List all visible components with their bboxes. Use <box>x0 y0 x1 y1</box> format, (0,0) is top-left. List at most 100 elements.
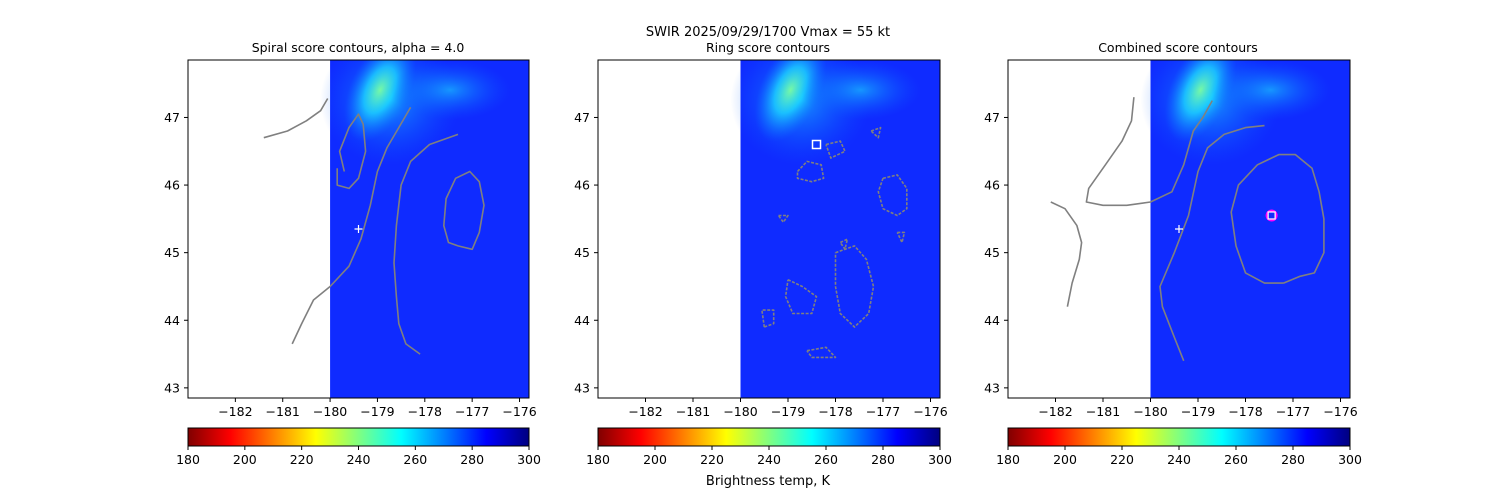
ring-colorbar-tick-label: 180 <box>586 452 610 467</box>
combined-colorbar-tick-label: 280 <box>1281 452 1305 467</box>
spiral-xtick-label: −179 <box>360 404 394 419</box>
colorbar-label: Brightness temp, K <box>706 474 831 489</box>
combined-ytick-label: 45 <box>984 245 1000 260</box>
spiral-colorbar-tick-label: 180 <box>176 452 200 467</box>
ring-contour-line <box>796 160 825 183</box>
combined-contour-line <box>1230 153 1325 284</box>
ring-ytick-label: 43 <box>574 380 590 395</box>
ring-axes-frame <box>597 59 941 399</box>
ring-contour-line <box>806 346 837 359</box>
spiral-x-axis: −182 −181 −180 −179 −178 −177 −176 <box>218 398 537 419</box>
combined-xtick-label: −180 <box>1133 404 1167 419</box>
figure-suptitle: SWIR 2025/09/29/1700 Vmax = 55 kt <box>646 25 890 40</box>
ring-cloud-patch <box>800 60 921 120</box>
ring-xtick-label: −182 <box>628 404 662 419</box>
spiral-center-plus-marker <box>354 225 363 233</box>
ring-contours <box>761 126 908 359</box>
combined-ytick-label: 47 <box>984 110 1000 125</box>
combined-contour-line <box>1085 97 1213 207</box>
ring-ytick-label: 45 <box>574 245 590 260</box>
spiral-brightness-image <box>320 60 529 398</box>
ring-contour-line <box>870 126 882 139</box>
spiral-xtick-label: −177 <box>455 404 489 419</box>
combined-xtick-label: −182 <box>1038 404 1072 419</box>
combined-colorbar-tick-label: 260 <box>1224 452 1248 467</box>
ring-xtick-label: −181 <box>676 404 710 419</box>
ring-contour-line <box>834 245 875 328</box>
spiral-markers <box>354 225 363 233</box>
combined-colorbar-tick-label: 300 <box>1338 452 1362 467</box>
spiral-cold-cloud-band <box>344 60 416 142</box>
ring-colorbar-tick-label: 280 <box>871 452 895 467</box>
combined-colorbar: 180 200 220 240 260 280 300 <box>996 427 1362 467</box>
spiral-xtick-label: −176 <box>502 404 536 419</box>
ring-xtick-label: −180 <box>723 404 757 419</box>
ring-contour-line <box>761 309 775 328</box>
combined-cloud-patch <box>1210 60 1331 120</box>
ring-contour-line <box>896 231 906 244</box>
spiral-colorbar-tick-label: 200 <box>233 452 257 467</box>
ring-contour-line <box>825 140 846 159</box>
ring-colorbar-gradient <box>597 427 941 447</box>
combined-contours <box>1050 97 1325 362</box>
spiral-contour-line <box>443 170 485 251</box>
panel-title-combined: Combined score contours <box>1098 40 1258 55</box>
spiral-xtick-label: −178 <box>408 404 442 419</box>
ring-brightness-image <box>730 60 940 398</box>
combined-contour-line <box>1050 201 1083 307</box>
ring-colorbar-tick-label: 220 <box>700 452 724 467</box>
spiral-contour-line <box>393 133 459 355</box>
combined-contour-line <box>1159 124 1265 362</box>
spiral-colorbar-gradient <box>187 427 530 447</box>
combined-colorbar-tick-label: 220 <box>1110 452 1134 467</box>
spiral-colorbar-tick-label: 300 <box>517 452 541 467</box>
spiral-colorbar-tick-label: 220 <box>290 452 314 467</box>
ring-contour-line <box>777 214 789 223</box>
spiral-ytick-label: 43 <box>164 380 180 395</box>
spiral-ytick-label: 44 <box>164 313 180 328</box>
ring-ytick-label: 46 <box>574 178 590 193</box>
ring-colorbar-tick-label: 200 <box>643 452 667 467</box>
spiral-ytick-label: 47 <box>164 110 180 125</box>
spiral-axes-frame <box>187 59 530 399</box>
ring-colorbar-tick-label: 240 <box>757 452 781 467</box>
spiral-cloud-patch <box>390 60 511 120</box>
combined-colorbar-tick-label: 200 <box>1053 452 1077 467</box>
spiral-colorbar-tick-label: 240 <box>347 452 371 467</box>
ring-xtick-label: −178 <box>818 404 852 419</box>
ring-xtick-label: −177 <box>866 404 900 419</box>
combined-axes-frame <box>1007 59 1351 399</box>
combined-xtick-label: −176 <box>1323 404 1357 419</box>
panel-ring: Ring score contours −182 −181 −180 −179 −178… <box>574 40 952 467</box>
spiral-contour-line <box>336 113 367 190</box>
combined-ytick-label: 43 <box>984 380 1000 395</box>
spiral-contour-line <box>263 98 329 139</box>
combined-markers <box>1175 209 1278 233</box>
ring-xtick-label: −176 <box>913 404 947 419</box>
combined-xtick-label: −181 <box>1086 404 1120 419</box>
combined-combined-center-square <box>1267 211 1276 220</box>
panel-title-ring: Ring score contours <box>706 40 830 55</box>
combined-xtick-label: −178 <box>1228 404 1262 419</box>
spiral-y-axis: 43 44 45 46 47 <box>164 110 188 395</box>
spiral-xtick-label: −181 <box>266 404 300 419</box>
spiral-ytick-label: 45 <box>164 245 180 260</box>
combined-ytick-label: 46 <box>984 178 1000 193</box>
ring-colorbar-tick-label: 260 <box>814 452 838 467</box>
ring-x-axis: −182 −181 −180 −179 −178 −177 −176 <box>628 398 948 419</box>
combined-y-axis: 43 44 45 46 47 <box>984 110 1008 395</box>
panel-combined: Combined score contours −182 −181 −180 −179… <box>984 40 1362 467</box>
spiral-ytick-label: 46 <box>164 178 180 193</box>
panel-spiral: Spiral score contours, alpha = 4.0 −182−… <box>164 40 541 467</box>
ring-colorbar-tick-label: 300 <box>928 452 952 467</box>
ring-ytick-label: 44 <box>574 313 590 328</box>
spiral-contours <box>263 98 485 355</box>
ring-xtick-label: −179 <box>771 404 805 419</box>
ring-ytick-label: 47 <box>574 110 590 125</box>
combined-colorbar-tick-label: 180 <box>996 452 1020 467</box>
ring-cold-cloud-band <box>754 60 827 142</box>
combined-x-axis: −182 −181 −180 −179 −178 −177 −176 <box>1038 398 1358 419</box>
spiral-xtick-label: −182 <box>218 404 252 419</box>
ring-ring-center-square <box>811 139 822 150</box>
combined-xtick-label: −177 <box>1276 404 1310 419</box>
